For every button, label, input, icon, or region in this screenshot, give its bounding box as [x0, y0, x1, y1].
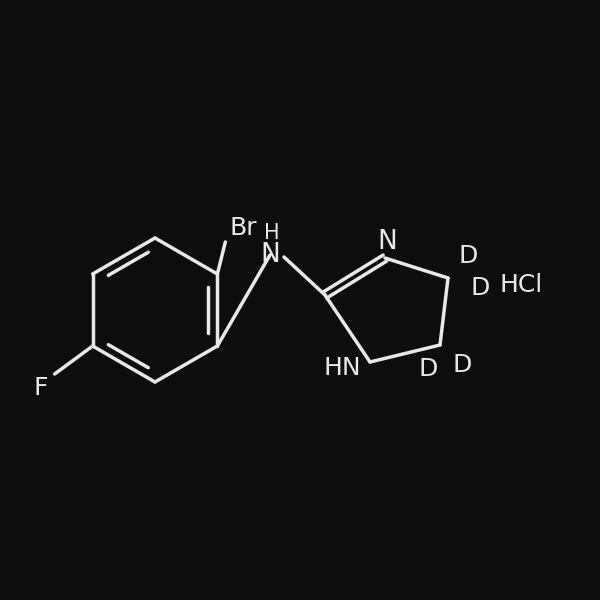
- Text: N: N: [377, 229, 397, 255]
- Text: D: D: [418, 357, 437, 381]
- Text: HN: HN: [323, 356, 361, 380]
- Text: Br: Br: [230, 216, 257, 240]
- Text: HCl: HCl: [500, 273, 543, 297]
- Text: D: D: [470, 276, 490, 300]
- Text: D: D: [458, 244, 478, 268]
- Text: F: F: [34, 376, 48, 400]
- Text: D: D: [452, 353, 472, 377]
- Text: H: H: [264, 223, 280, 243]
- Text: N: N: [260, 242, 280, 268]
